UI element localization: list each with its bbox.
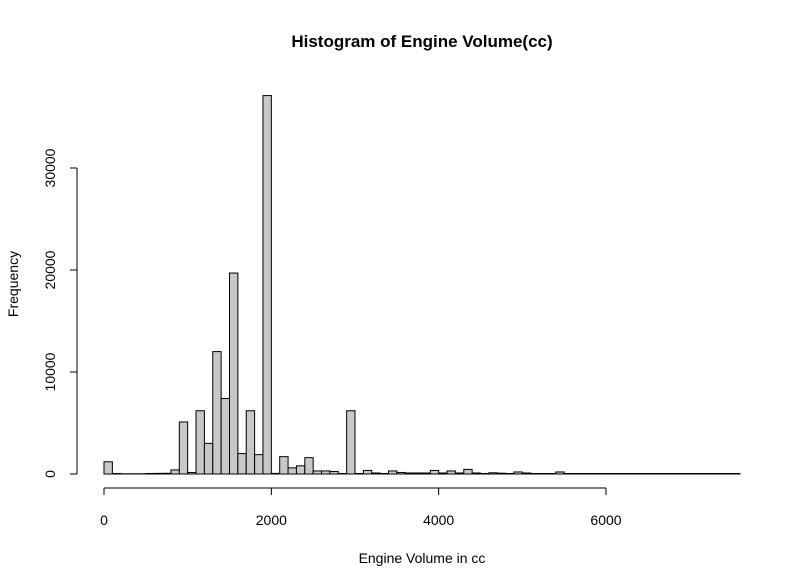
histogram-bar bbox=[413, 472, 423, 475]
y-tick-label: 30000 bbox=[42, 148, 58, 187]
x-tick-label: 2000 bbox=[256, 512, 287, 528]
histogram-bar bbox=[162, 472, 172, 475]
x-tick-label: 4000 bbox=[423, 512, 454, 528]
histogram-bar bbox=[722, 472, 733, 475]
histogram-bar bbox=[480, 472, 490, 475]
histogram-bar bbox=[396, 471, 406, 475]
histogram-bar bbox=[295, 465, 306, 475]
histogram-bar bbox=[254, 454, 264, 475]
histogram-bar bbox=[103, 461, 113, 475]
y-tick-label: 0 bbox=[42, 470, 58, 478]
y-tick-label: 20000 bbox=[42, 250, 58, 289]
histogram-bar bbox=[421, 472, 431, 475]
x-axis-label: Engine Volume in cc bbox=[359, 550, 486, 566]
histogram-bar bbox=[705, 472, 716, 475]
histogram-bar bbox=[496, 472, 507, 475]
histogram-bar bbox=[630, 472, 640, 475]
histogram-bar bbox=[505, 472, 515, 475]
histogram-bar bbox=[471, 472, 482, 475]
histogram-bar bbox=[680, 472, 691, 475]
histogram-bar bbox=[454, 472, 465, 475]
histogram-bar bbox=[638, 472, 649, 475]
histogram-bar bbox=[664, 472, 674, 475]
histogram-bar bbox=[446, 470, 456, 475]
histogram-bar bbox=[337, 472, 348, 475]
histogram-bar bbox=[689, 472, 699, 475]
chart-title: Histogram of Engine Volume(cc) bbox=[291, 32, 552, 51]
histogram-bar bbox=[521, 472, 532, 475]
histogram-bar bbox=[530, 472, 540, 475]
histogram-bar bbox=[546, 472, 557, 475]
histogram-bar bbox=[379, 472, 389, 475]
histogram-bar bbox=[354, 472, 364, 475]
histogram-bar bbox=[187, 471, 197, 475]
x-axis: 0 2000 4000 6000 bbox=[100, 487, 622, 528]
bars-group bbox=[103, 95, 741, 475]
histogram-bar bbox=[731, 472, 741, 475]
histogram-bar bbox=[287, 467, 297, 475]
histogram-bar bbox=[429, 469, 440, 475]
histogram-bar bbox=[245, 410, 256, 475]
histogram-bar bbox=[563, 472, 574, 475]
histogram-bar bbox=[647, 472, 657, 475]
histogram-bar bbox=[304, 457, 314, 475]
histogram-bar bbox=[195, 410, 205, 475]
histogram-bar bbox=[203, 442, 214, 475]
histogram-bar bbox=[329, 470, 339, 475]
histogram-bar bbox=[237, 453, 247, 475]
histogram-bar bbox=[463, 468, 473, 475]
histogram-bar bbox=[538, 472, 548, 475]
histogram-bar bbox=[613, 472, 624, 475]
histogram-bar bbox=[111, 472, 122, 475]
histogram-bar bbox=[488, 472, 498, 475]
histogram-bar bbox=[622, 472, 632, 475]
histogram-bar bbox=[580, 472, 590, 475]
histogram-bar bbox=[220, 398, 231, 475]
histogram-bar bbox=[438, 472, 448, 475]
histogram-bar bbox=[212, 351, 222, 475]
histogram-bar bbox=[312, 470, 323, 475]
histogram-bar bbox=[346, 410, 356, 475]
y-tick-label: 10000 bbox=[42, 352, 58, 391]
histogram-bar bbox=[145, 472, 155, 475]
histogram-bar bbox=[588, 472, 599, 475]
histogram-bar bbox=[153, 472, 164, 475]
histogram-bar bbox=[597, 472, 607, 475]
histogram-bar bbox=[404, 472, 415, 475]
histogram-bar bbox=[170, 469, 180, 475]
histogram-bar bbox=[513, 471, 523, 475]
histogram-bar bbox=[697, 472, 707, 475]
histogram-bar bbox=[279, 456, 289, 475]
y-axis-label: Frequency bbox=[5, 251, 21, 317]
x-tick-label: 6000 bbox=[590, 512, 621, 528]
histogram-bar bbox=[321, 470, 331, 475]
x-tick-label: 0 bbox=[100, 512, 108, 528]
histogram-bar bbox=[262, 95, 272, 475]
histogram-bar bbox=[229, 272, 239, 475]
histogram-bar bbox=[555, 471, 565, 475]
histogram-bar bbox=[572, 472, 582, 475]
histogram-bar bbox=[270, 472, 281, 475]
histogram-bar bbox=[371, 472, 381, 475]
histogram-bar bbox=[178, 421, 189, 475]
histogram-bar bbox=[672, 472, 682, 475]
histogram-bar bbox=[387, 470, 398, 475]
histogram-bar bbox=[714, 472, 724, 475]
y-axis: 0 10000 20000 30000 bbox=[42, 148, 78, 478]
histogram-bar bbox=[362, 469, 373, 475]
histogram-bar bbox=[605, 472, 615, 475]
histogram-bar bbox=[655, 472, 666, 475]
